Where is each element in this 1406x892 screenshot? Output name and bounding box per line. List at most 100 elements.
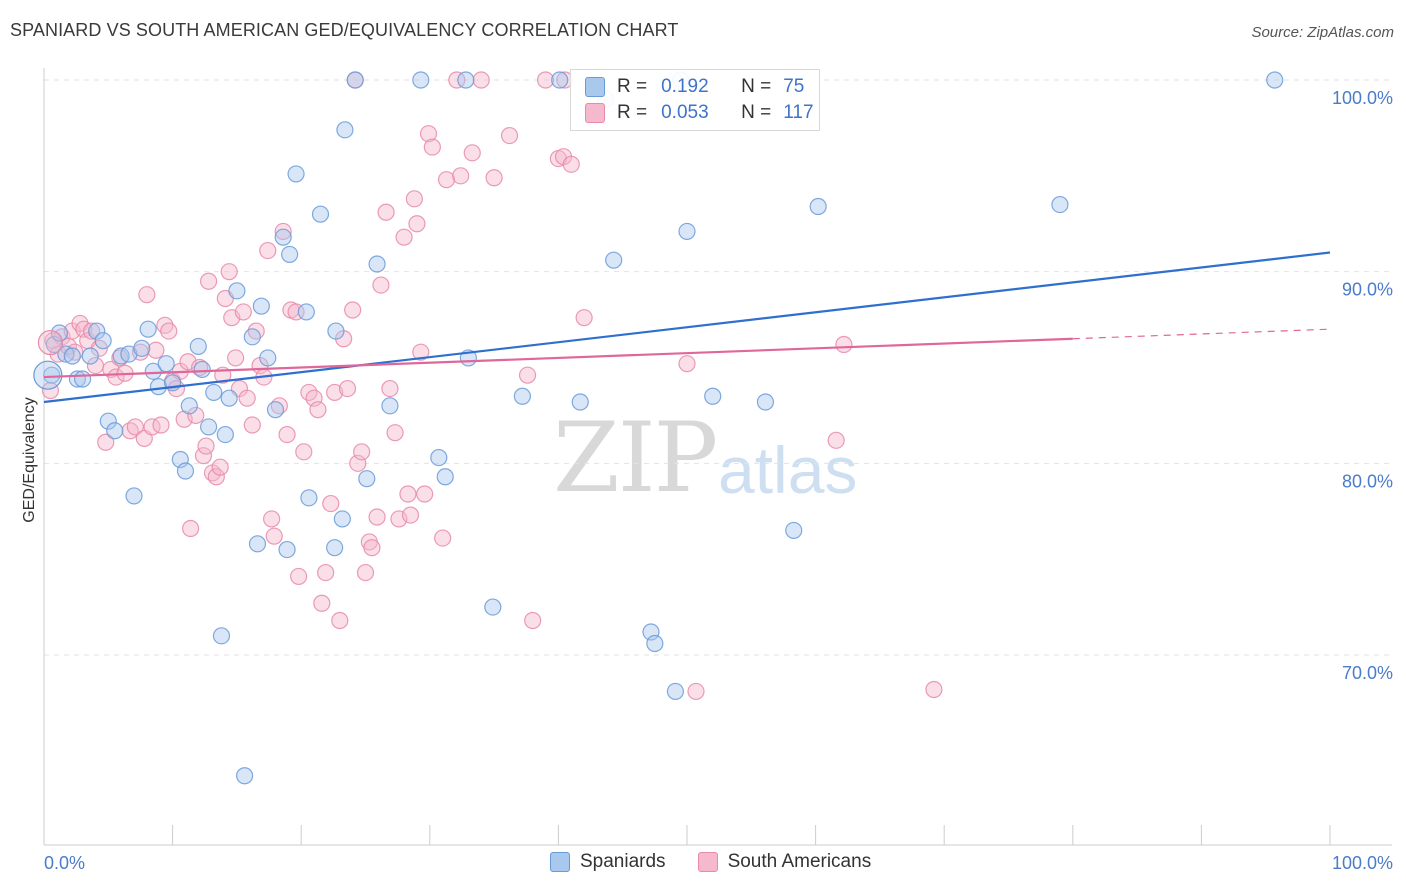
spaniard-point	[274, 228, 292, 246]
series-legend: Spaniards South Americans	[550, 851, 903, 873]
south-american-point	[381, 379, 399, 398]
spaniard-point	[106, 422, 124, 440]
south-american-point	[278, 425, 296, 444]
y-tick-label: 100.0%	[1332, 88, 1393, 108]
south-american-point	[197, 437, 215, 455]
spaniard-point	[200, 418, 218, 436]
spaniard-point	[297, 303, 315, 321]
south-american-point	[126, 418, 144, 436]
spaniard-point	[125, 487, 143, 505]
legend-swatch-pink	[697, 852, 718, 872]
legend-n-value: 75	[783, 76, 805, 97]
south-american-point	[238, 389, 256, 407]
spaniard-point	[605, 251, 623, 269]
spaniard-point	[94, 332, 112, 350]
legend-swatch-pink	[585, 103, 605, 123]
legend-n-value: 117	[783, 102, 814, 123]
spaniard-point	[220, 389, 238, 407]
legend-item-spaniards[interactable]: Spaniards	[550, 851, 666, 873]
tick-labels: 70.0% 80.0% 90.0% 100.0% 0.0% 100.0%	[44, 88, 1393, 873]
spaniard-point	[513, 387, 531, 405]
spaniard-point	[278, 540, 296, 559]
y-tick-label: 70.0%	[1342, 663, 1393, 683]
south-american-point	[322, 494, 340, 513]
spaniard-point	[157, 355, 175, 373]
south-american-point	[107, 368, 125, 386]
south-american-point	[372, 276, 390, 294]
spaniard-point	[73, 370, 92, 388]
south-american-point	[331, 611, 349, 630]
legend-label-south-americans: South Americans	[727, 851, 872, 872]
south-american-point	[463, 144, 481, 162]
spaniard-cluster-point	[33, 360, 63, 390]
spaniard-point	[678, 222, 696, 241]
spaniard-point	[336, 121, 354, 139]
spaniard-point	[252, 297, 270, 315]
south-american-point	[187, 406, 205, 425]
spaniard-point	[430, 448, 448, 467]
south-american-point	[472, 71, 490, 89]
spaniard-point	[236, 767, 254, 785]
axes	[43, 68, 1392, 846]
south-american-point	[678, 355, 696, 373]
south-american-point	[395, 228, 413, 246]
south-american-point	[263, 510, 281, 528]
south-american-point	[211, 458, 229, 476]
watermark-atlas: atlas	[718, 433, 858, 507]
south-american-point	[147, 341, 165, 359]
spaniard-point	[144, 362, 162, 380]
spaniard-point	[212, 627, 231, 645]
south-american-point	[182, 519, 200, 538]
spaniard-point	[704, 387, 722, 405]
south-american-trend-line	[43, 337, 1073, 379]
south-american-point	[536, 71, 555, 89]
legend-n-label: N =	[741, 76, 772, 97]
south-american-point	[408, 215, 426, 233]
spaniard-point	[666, 682, 685, 701]
chart-source: Source: ZipAtlas.com	[1251, 24, 1394, 41]
south-american-point	[399, 485, 417, 503]
spaniard-point	[81, 347, 99, 365]
south-american-point	[317, 563, 335, 582]
spaniard-point	[571, 393, 589, 411]
legend-label-spaniards: Spaniards	[580, 851, 666, 872]
south-american-point	[524, 611, 542, 630]
y-axis-title: GED/Equivalency	[21, 397, 38, 522]
legend-swatch-blue	[550, 852, 570, 872]
south-american-cluster-point	[37, 329, 64, 356]
spaniard-point	[149, 378, 168, 396]
south-american-point	[925, 680, 943, 699]
spaniard-point	[326, 539, 344, 557]
south-american-point	[405, 190, 423, 208]
south-american-point	[309, 401, 327, 419]
spaniard-point	[259, 349, 277, 367]
spaniard-point	[646, 634, 664, 653]
south-american-point	[687, 682, 705, 701]
correlation-legend: R = 0.192 N = 75 R = 0.053 N = 117	[570, 69, 820, 131]
south-american-point	[313, 594, 331, 612]
south-american-point	[227, 349, 245, 367]
south-american-point	[220, 263, 238, 281]
south-american-point	[437, 171, 456, 189]
legend-r-label: R =	[617, 76, 648, 97]
spaniard-point	[180, 397, 198, 415]
spaniard-point	[243, 328, 261, 346]
south-american-point	[265, 527, 283, 545]
spaniard-point	[756, 393, 775, 411]
spaniard-point	[1266, 71, 1284, 89]
south-american-point	[356, 563, 375, 582]
south-american-point	[344, 301, 362, 319]
spaniard-point	[358, 470, 376, 488]
legend-item-south-americans[interactable]: South Americans	[697, 851, 872, 873]
south-american-point	[152, 416, 170, 434]
south-american-point	[368, 508, 386, 526]
south-american-point	[290, 567, 308, 586]
south-american-point	[485, 169, 503, 187]
south-american-point	[243, 416, 261, 434]
south-american-point	[423, 138, 441, 156]
spaniard-point	[189, 337, 207, 356]
south-american-point	[338, 379, 357, 398]
south-american-point	[274, 222, 292, 241]
south-american-point	[416, 485, 434, 503]
